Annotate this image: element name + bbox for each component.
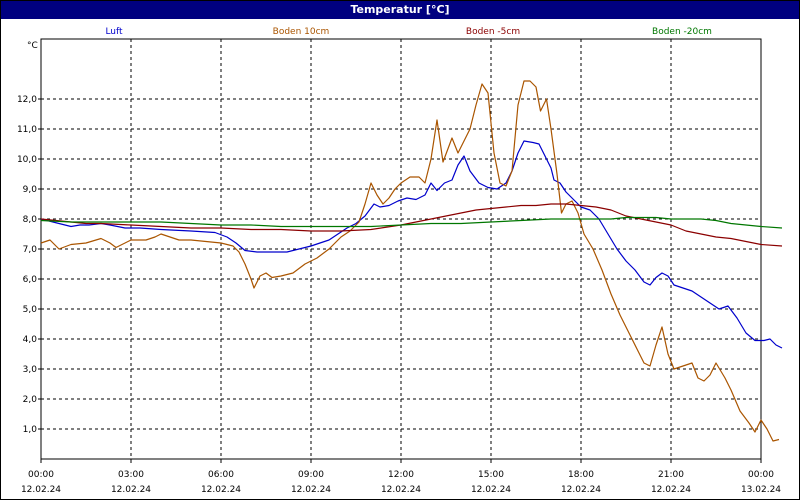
y-tick-label: 8,0 bbox=[23, 215, 38, 225]
x-axis: 00:00 12.02.24 03:00 12.02.24 06:00 12.02.24 0… bbox=[21, 459, 781, 495]
x-tick-time-label: 00:00 bbox=[28, 470, 54, 480]
x-tick-date-label: 12.02.24 bbox=[21, 485, 61, 495]
x-tick-date-label: 12.02.24 bbox=[561, 485, 601, 495]
y-tick-label: 9,0 bbox=[23, 185, 38, 195]
y-tick-label: 3,0 bbox=[23, 365, 38, 375]
y-tick-label: 2,0 bbox=[23, 395, 38, 405]
x-tick-date-label: 13.02.24 bbox=[741, 485, 781, 495]
y-tick-label: 6,0 bbox=[23, 275, 38, 285]
x-tick-date-label: 12.02.24 bbox=[111, 485, 151, 495]
y-tick-label: 11,0 bbox=[17, 125, 37, 135]
series-line-luft bbox=[40, 140, 783, 349]
y-tick-label: 7,0 bbox=[23, 245, 38, 255]
y-tick-label: 1,0 bbox=[23, 425, 38, 435]
x-tick-time-label: 12:00 bbox=[388, 470, 414, 480]
x-tick-time-label: 09:00 bbox=[298, 470, 324, 480]
x-tick-date-label: 12.02.24 bbox=[201, 485, 241, 495]
y-tick-label: 5,0 bbox=[23, 305, 38, 315]
x-tick-time-label: 03:00 bbox=[118, 470, 144, 480]
y-tick-label: 12,0 bbox=[17, 95, 37, 105]
y-tick-label: 4,0 bbox=[23, 335, 38, 345]
x-tick-time-label: 21:00 bbox=[658, 470, 684, 480]
series-line-boden-20cm bbox=[40, 216, 783, 229]
legend-entry: Boden 10cm bbox=[273, 27, 330, 37]
x-tick-date-label: 12.02.24 bbox=[381, 485, 421, 495]
series-lines bbox=[40, 80, 783, 442]
legend-entry: Boden -5cm bbox=[466, 27, 520, 37]
x-tick-date-label: 12.02.24 bbox=[651, 485, 691, 495]
x-tick-date-label: 12.02.24 bbox=[471, 485, 511, 495]
series-line-boden-10cm bbox=[40, 80, 780, 442]
legend: Luft Boden 10cm Boden -5cm Boden -20cm bbox=[105, 27, 712, 37]
legend-entry: Boden -20cm bbox=[652, 27, 712, 37]
x-tick-time-label: 00:00 bbox=[748, 470, 774, 480]
series-line-boden-5cm bbox=[40, 203, 783, 247]
y-axis-unit: °C bbox=[27, 41, 38, 51]
legend-entry: Luft bbox=[105, 27, 123, 37]
chart-title: Temperatur [°C] bbox=[1, 1, 799, 19]
x-tick-time-label: 06:00 bbox=[208, 470, 234, 480]
grid-lines bbox=[41, 39, 761, 459]
x-tick-time-label: 15:00 bbox=[478, 470, 504, 480]
x-tick-date-label: 12.02.24 bbox=[291, 485, 331, 495]
y-axis: °C 1,0 2,0 3,0 4,0 5,0 6,0 7,0 8,0 9,0 10,0 11,0 12,… bbox=[17, 41, 41, 435]
x-tick-time-label: 18:00 bbox=[568, 470, 594, 480]
y-tick-label: 10,0 bbox=[17, 155, 37, 165]
